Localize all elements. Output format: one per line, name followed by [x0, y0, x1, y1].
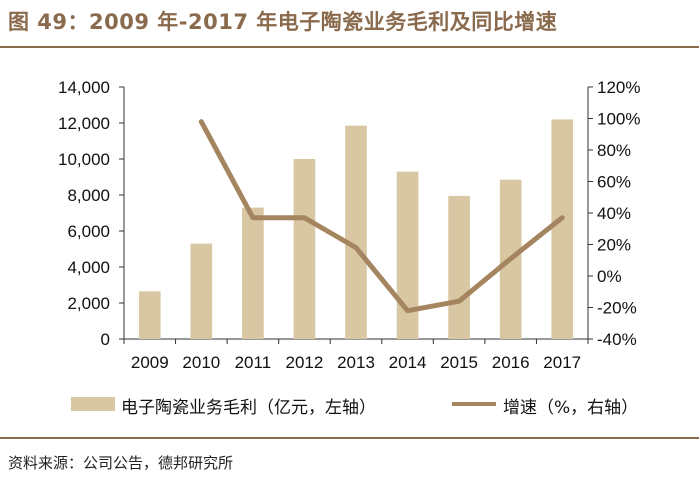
y-right-tick-label: 0% — [597, 267, 622, 286]
bar — [551, 119, 574, 340]
y-right-tick-label: 40% — [597, 204, 631, 223]
growth-line — [198, 119, 565, 314]
title-divider — [0, 46, 699, 48]
bar — [448, 195, 470, 339]
combo-chart: 0 2,000 4,000 6,000 8,000 10,000 12,000 14,000 -… — [58, 78, 640, 372]
x-tick-label: 2011 — [235, 353, 272, 372]
chart-bars — [138, 119, 574, 340]
legend-bar-swatch — [71, 397, 115, 411]
x-tick-label: 2015 — [440, 353, 478, 372]
y-left-tick-label: 4,000 — [67, 258, 110, 277]
chart-line — [198, 119, 565, 314]
y-left-tick-label: 6,000 — [67, 222, 110, 241]
x-tick-label: 2012 — [286, 353, 324, 372]
y-left-tick-label: 0 — [101, 330, 110, 349]
y-left-tick-label: 10,000 — [58, 150, 110, 169]
x-tick-label: 2009 — [131, 353, 169, 372]
bar — [242, 207, 264, 339]
bar — [190, 243, 213, 339]
x-tick-label: 2013 — [337, 353, 375, 372]
y-right-tick-label: 60% — [597, 173, 631, 192]
x-tick-label: 2016 — [492, 353, 530, 372]
legend-line-swatch — [452, 402, 496, 406]
legend-line-label: 增速（%，右轴） — [503, 398, 639, 418]
y-right-tick-label: 100% — [597, 110, 640, 129]
x-tick-label: 2010 — [182, 353, 220, 372]
y-right-tick-label: -40% — [597, 330, 637, 349]
bar — [396, 171, 419, 339]
bar — [293, 159, 316, 339]
y-right-tick-label: 80% — [597, 141, 631, 160]
source-note: 资料来源：公司公告，德邦研究所 — [8, 454, 234, 472]
x-tick-label: 2017 — [543, 353, 581, 372]
y-right-tick-label: 20% — [597, 236, 631, 255]
legend-bar-label: 电子陶瓷业务毛利（亿元，左轴） — [121, 398, 376, 418]
bar — [138, 291, 161, 339]
y-left-tick-label: 14,000 — [58, 78, 110, 97]
bar — [345, 125, 367, 339]
y-right-tick-label: 120% — [597, 78, 640, 97]
x-tick-label: 2014 — [389, 353, 427, 372]
y-right-tick-label: -20% — [597, 299, 637, 318]
chart-title: 图 49：2009 年-2017 年电子陶瓷业务毛利及同比增速 — [8, 10, 558, 34]
y-left-tick-label: 2,000 — [67, 294, 110, 313]
chart-labels: 0 2,000 4,000 6,000 8,000 10,000 12,000 14,000 -… — [58, 78, 640, 372]
y-left-tick-label: 12,000 — [58, 114, 110, 133]
footer-divider — [0, 437, 699, 439]
chart-legend: 电子陶瓷业务毛利（亿元，左轴） 增速（%，右轴） — [0, 391, 699, 419]
y-left-tick-label: 8,000 — [67, 186, 110, 205]
